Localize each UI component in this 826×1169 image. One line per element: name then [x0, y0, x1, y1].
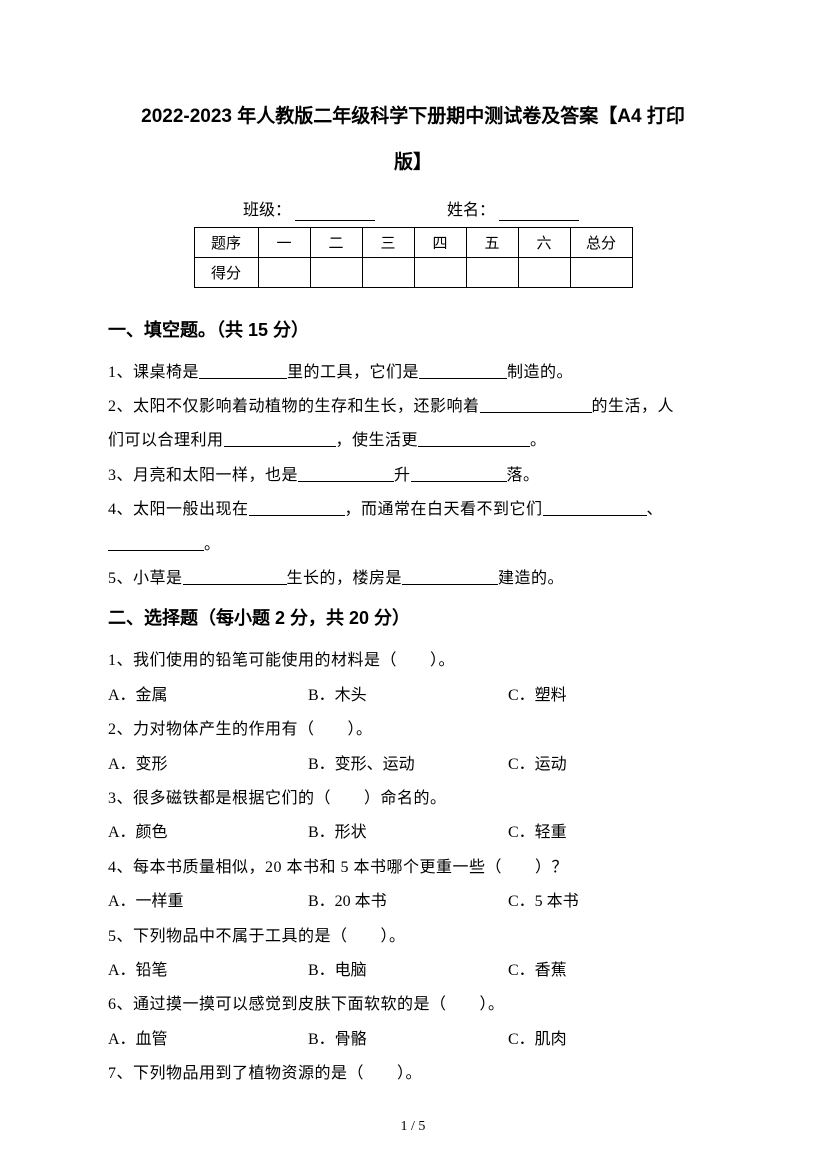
- text: 制造的。: [507, 364, 573, 381]
- s1-q4-line2: 。: [108, 528, 718, 562]
- text: 4、太阳一般出现在: [108, 501, 249, 518]
- text: 们可以合理利用: [108, 432, 224, 449]
- class-name-row: 班级： 姓名：: [108, 196, 718, 220]
- header-cell: 题序: [194, 227, 258, 257]
- s2-q2: 2、力对物体产生的作用有（ ）。: [108, 713, 718, 747]
- s1-q5: 5、小草是 生长的，楼房是 建造的。: [108, 562, 718, 596]
- option-b: B．电脑: [308, 954, 508, 988]
- fill-blank: [480, 395, 592, 413]
- exam-title-line1: 2022-2023 年人教版二年级科学下册期中测试卷及答案【A4 打印: [108, 100, 718, 134]
- option-a: A．铅笔: [108, 954, 308, 988]
- option-b: B．变形、运动: [308, 748, 508, 782]
- score-cell: [362, 257, 414, 287]
- fill-blank: [543, 498, 647, 516]
- s2-q3: 3、很多磁铁都是根据它们的（ ）命名的。: [108, 782, 718, 816]
- fill-blank: [419, 361, 507, 379]
- option-a: A．血管: [108, 1023, 308, 1057]
- header-cell: 二: [310, 227, 362, 257]
- option-c: C．5 本书: [508, 885, 688, 919]
- name-blank: [499, 203, 579, 221]
- name-label: 姓名：: [447, 202, 495, 219]
- text: 升: [394, 467, 411, 484]
- header-cell: 总分: [570, 227, 632, 257]
- option-b: B．形状: [308, 816, 508, 850]
- fill-blank: [249, 498, 345, 516]
- s1-q3: 3、月亮和太阳一样，也是 升 落。: [108, 459, 718, 493]
- score-cell: [518, 257, 570, 287]
- option-c: C．塑料: [508, 679, 688, 713]
- text: 生长的，楼房是: [287, 570, 403, 587]
- exam-title-line2: 版】: [108, 146, 718, 180]
- text: ，而通常在白天看不到它们: [345, 501, 543, 518]
- text: ，使生活更: [336, 432, 419, 449]
- text: 、: [647, 501, 664, 518]
- score-cell: [310, 257, 362, 287]
- fill-blank: [224, 429, 336, 447]
- header-cell: 三: [362, 227, 414, 257]
- score-cell: [414, 257, 466, 287]
- option-a: A．颜色: [108, 816, 308, 850]
- section2-heading: 二、选择题（每小题 2 分，共 20 分）: [108, 604, 718, 630]
- table-row: 得分: [194, 257, 632, 287]
- s2-q1: 1、我们使用的铅笔可能使用的材料是（ ）。: [108, 644, 718, 678]
- option-b: B．20 本书: [308, 885, 508, 919]
- s2-q4-options: A．一样重 B．20 本书 C．5 本书: [108, 885, 718, 919]
- s2-q7: 7、下列物品用到了植物资源的是（ ）。: [108, 1057, 718, 1091]
- option-c: C．轻重: [508, 816, 688, 850]
- section1-heading: 一、填空题。（共 15 分）: [108, 316, 718, 342]
- score-cell: [466, 257, 518, 287]
- fill-blank: [411, 464, 507, 482]
- text: 建造的。: [498, 570, 564, 587]
- s2-q3-options: A．颜色 B．形状 C．轻重: [108, 816, 718, 850]
- class-label: 班级：: [243, 202, 291, 219]
- text: 。: [530, 432, 547, 449]
- s2-q4: 4、每本书质量相似，20 本书和 5 本书哪个更重一些（ ）？: [108, 851, 718, 885]
- option-c: C．肌肉: [508, 1023, 688, 1057]
- text: 2、太阳不仅影响着动植物的生存和生长，还影响着: [108, 398, 480, 415]
- class-blank: [295, 203, 375, 221]
- s1-q1: 1、课桌椅是 里的工具，它们是 制造的。: [108, 356, 718, 390]
- header-cell: 五: [466, 227, 518, 257]
- text: 落。: [507, 467, 540, 484]
- s2-q6: 6、通过摸一摸可以感觉到皮肤下面软软的是（ ）。: [108, 988, 718, 1022]
- s2-q5: 5、下列物品中不属于工具的是（ ）。: [108, 920, 718, 954]
- fill-blank: [298, 464, 394, 482]
- fill-blank: [183, 567, 287, 585]
- fill-blank: [402, 567, 498, 585]
- score-cell: [570, 257, 632, 287]
- score-cell: [258, 257, 310, 287]
- s1-q2-line1: 2、太阳不仅影响着动植物的生存和生长，还影响着 的生活，人: [108, 390, 718, 424]
- s2-q5-options: A．铅笔 B．电脑 C．香蕉: [108, 954, 718, 988]
- option-b: B．木头: [308, 679, 508, 713]
- header-cell: 六: [518, 227, 570, 257]
- fill-blank: [199, 361, 287, 379]
- fill-blank: [418, 429, 530, 447]
- text: 1、课桌椅是: [108, 364, 199, 381]
- s2-q2-options: A．变形 B．变形、运动 C．运动: [108, 748, 718, 782]
- s1-q2-line2: 们可以合理利用 ，使生活更 。: [108, 424, 718, 458]
- text: 5、小草是: [108, 570, 183, 587]
- fill-blank: [108, 533, 204, 551]
- s2-q1-options: A．金属 B．木头 C．塑料: [108, 679, 718, 713]
- header-cell: 四: [414, 227, 466, 257]
- page-footer: 1 / 5: [0, 1119, 826, 1135]
- text: 。: [204, 536, 221, 553]
- header-cell: 一: [258, 227, 310, 257]
- text: 的生活，人: [592, 398, 675, 415]
- option-c: C．香蕉: [508, 954, 688, 988]
- text: 3、月亮和太阳一样，也是: [108, 467, 298, 484]
- option-a: A．变形: [108, 748, 308, 782]
- score-table: 题序 一 二 三 四 五 六 总分 得分: [194, 227, 633, 288]
- text: 里的工具，它们是: [287, 364, 419, 381]
- option-a: A．一样重: [108, 885, 308, 919]
- table-row: 题序 一 二 三 四 五 六 总分: [194, 227, 632, 257]
- s2-q6-options: A．血管 B．骨骼 C．肌肉: [108, 1023, 718, 1057]
- s1-q4-line1: 4、太阳一般出现在 ，而通常在白天看不到它们 、: [108, 493, 718, 527]
- option-c: C．运动: [508, 748, 688, 782]
- option-b: B．骨骼: [308, 1023, 508, 1057]
- option-a: A．金属: [108, 679, 308, 713]
- score-label-cell: 得分: [194, 257, 258, 287]
